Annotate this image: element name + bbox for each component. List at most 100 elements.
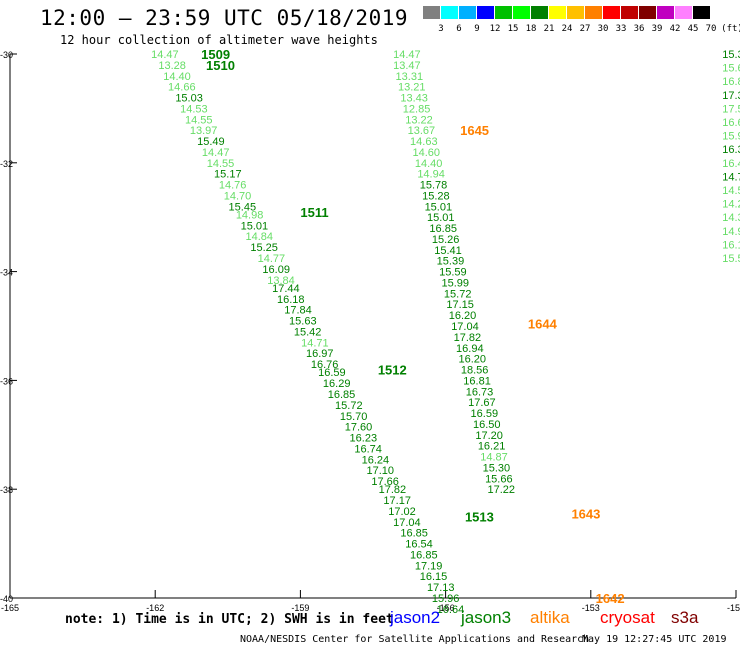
swh-value: 13.47 <box>393 60 421 72</box>
legend-label: 39 <box>651 24 663 34</box>
swh-value: 17.67 <box>468 397 496 409</box>
lat-label: -32 <box>0 159 13 169</box>
lon-label: -162 <box>146 603 164 613</box>
swh-value: 12.85 <box>403 103 431 115</box>
legend-swatch <box>603 6 620 19</box>
legend-label: 24 <box>561 24 573 34</box>
legend-label: 6 <box>456 24 462 34</box>
swh-value: 14.47 <box>393 49 421 61</box>
legend-label: 21 <box>543 24 555 34</box>
swh-value: 16.30 <box>722 144 740 156</box>
swh-value: 14.76 <box>219 180 247 192</box>
pass-time-label: 1512 <box>378 363 407 378</box>
legend-swatch <box>495 6 512 19</box>
swh-value: 16.29 <box>323 378 351 390</box>
swh-value: 14.63 <box>410 136 438 148</box>
swh-value: 14.47 <box>151 49 179 61</box>
swh-value: 15.30 <box>483 462 511 474</box>
legend-swatch <box>621 6 638 19</box>
swh-value: 14.70 <box>722 171 740 183</box>
swh-value: 16.24 <box>362 454 390 466</box>
swh-value: 15.63 <box>289 316 317 328</box>
satellite-cryosat: cryosat <box>600 608 655 627</box>
swh-value: 15.03 <box>175 93 203 105</box>
swh-value: 16.85 <box>328 389 356 401</box>
swh-value: 15.01 <box>241 220 269 232</box>
swh-value: 16.73 <box>466 386 494 398</box>
swh-value: 17.10 <box>366 465 394 477</box>
swh-value: 15.69 <box>722 63 740 75</box>
swh-value: 13.84 <box>267 275 295 287</box>
legend-swatch <box>477 6 494 19</box>
swh-value: 16.85 <box>400 528 428 540</box>
lon-label: -159 <box>291 603 309 613</box>
swh-value: 16.60 <box>722 117 740 129</box>
swh-value: 13.97 <box>190 125 218 137</box>
swh-value: 16.59 <box>318 367 346 379</box>
legend-swatch <box>675 6 692 19</box>
swh-value: 15.42 <box>294 326 322 338</box>
map-title: 12:00 — 23:59 UTC 05/18/2019 <box>40 6 409 30</box>
satellite-altika: altika <box>530 608 570 627</box>
satellite-jason2: jason2 <box>390 608 441 627</box>
swh-value: 15.59 <box>439 267 467 279</box>
swh-value: 15.50 <box>722 253 740 265</box>
legend-label: 15 <box>507 24 519 34</box>
swh-value: 14.50 <box>722 185 740 197</box>
lon-label: -153 <box>582 603 600 613</box>
swh-value: 16.85 <box>410 549 438 561</box>
swh-value: 13.22 <box>405 114 433 126</box>
swh-value: 13.43 <box>400 93 428 105</box>
swh-value: 15.96 <box>432 593 460 605</box>
swh-value: 16.18 <box>277 294 305 306</box>
swh-value: 17.13 <box>427 582 455 594</box>
pass-time-label: 1509 <box>201 47 230 62</box>
legend-swatch <box>549 6 566 19</box>
legend-swatch <box>441 6 458 19</box>
swh-value: 16.76 <box>311 359 339 371</box>
swh-value: 14.40 <box>163 71 191 83</box>
swh-value: 15.90 <box>722 131 740 143</box>
swh-value: 15.49 <box>197 136 225 148</box>
swh-value: 17.15 <box>446 299 474 311</box>
swh-value: 16.20 <box>458 354 486 366</box>
swh-value: 14.77 <box>258 253 286 265</box>
swh-value: 14.55 <box>207 158 235 170</box>
swh-value: 14.84 <box>245 231 273 243</box>
lat-label: -36 <box>0 376 13 386</box>
swh-value: 16.54 <box>405 539 433 551</box>
swh-value: 14.71 <box>301 337 329 349</box>
legend-label: 9 <box>474 24 480 34</box>
legend-label: 42 <box>669 24 681 34</box>
swh-value: 16.64 <box>437 604 465 616</box>
swh-value: 16.59 <box>471 408 499 420</box>
swh-value: 15.66 <box>485 473 513 485</box>
swh-value: 16.09 <box>262 264 290 276</box>
swh-value: 17.04 <box>451 321 479 333</box>
satellite-s3a: s3a <box>671 608 699 627</box>
swh-value: 14.94 <box>417 169 445 181</box>
satellite-jason3: jason3 <box>461 608 512 627</box>
swh-value: 14.66 <box>168 82 196 94</box>
legend-label: 70 <box>705 24 717 34</box>
swh-value: 13.21 <box>398 82 426 94</box>
lon-label: -150 <box>727 603 740 613</box>
swh-value: 16.97 <box>306 348 334 360</box>
legend-swatch <box>693 6 710 19</box>
swh-value: 17.04 <box>393 517 421 529</box>
swh-value: 15.72 <box>335 400 363 412</box>
legend-label: 12 <box>489 24 501 34</box>
lat-label: -38 <box>0 485 13 495</box>
lon-label: -156 <box>437 603 455 613</box>
pass-time-label: 1644 <box>528 316 558 331</box>
swh-value: 17.84 <box>284 305 312 317</box>
swh-value: 15.45 <box>229 201 257 213</box>
swh-value: 15.28 <box>422 190 450 202</box>
legend-swatch <box>459 6 476 19</box>
swh-value: 16.21 <box>478 441 506 453</box>
pass-time-label: 1643 <box>571 507 600 522</box>
legend-swatch <box>423 6 440 19</box>
swh-value: 15.17 <box>214 169 242 181</box>
footnote: note: 1) Time is in UTC; 2) SWH is in fe… <box>65 612 394 627</box>
